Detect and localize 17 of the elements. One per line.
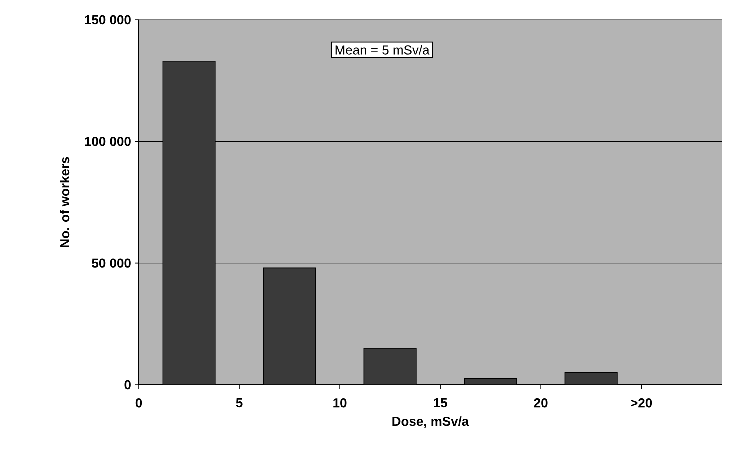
x-tick-label: >20 <box>631 398 652 408</box>
y-axis-title: No. of workers <box>60 157 70 248</box>
x-tick-label: 0 <box>136 398 142 408</box>
x-tick-label: 10 <box>334 398 347 408</box>
y-tick-label: 0 <box>124 380 131 390</box>
bar <box>364 348 417 385</box>
bar <box>162 60 216 385</box>
y-tick-label: 150 000 <box>85 15 131 25</box>
bar <box>564 372 618 385</box>
bar <box>263 268 316 385</box>
x-tick-label: 5 <box>236 398 243 408</box>
x-tick-label: 20 <box>534 398 548 408</box>
y-tick-label: 50 000 <box>92 258 131 268</box>
x-tick-label: 15 <box>434 398 448 408</box>
y-tick-label: 100 000 <box>85 137 131 146</box>
annotation: Mean = 5 mSv/a <box>336 45 430 55</box>
x-axis-title: Dose, mSv/a <box>392 416 470 428</box>
